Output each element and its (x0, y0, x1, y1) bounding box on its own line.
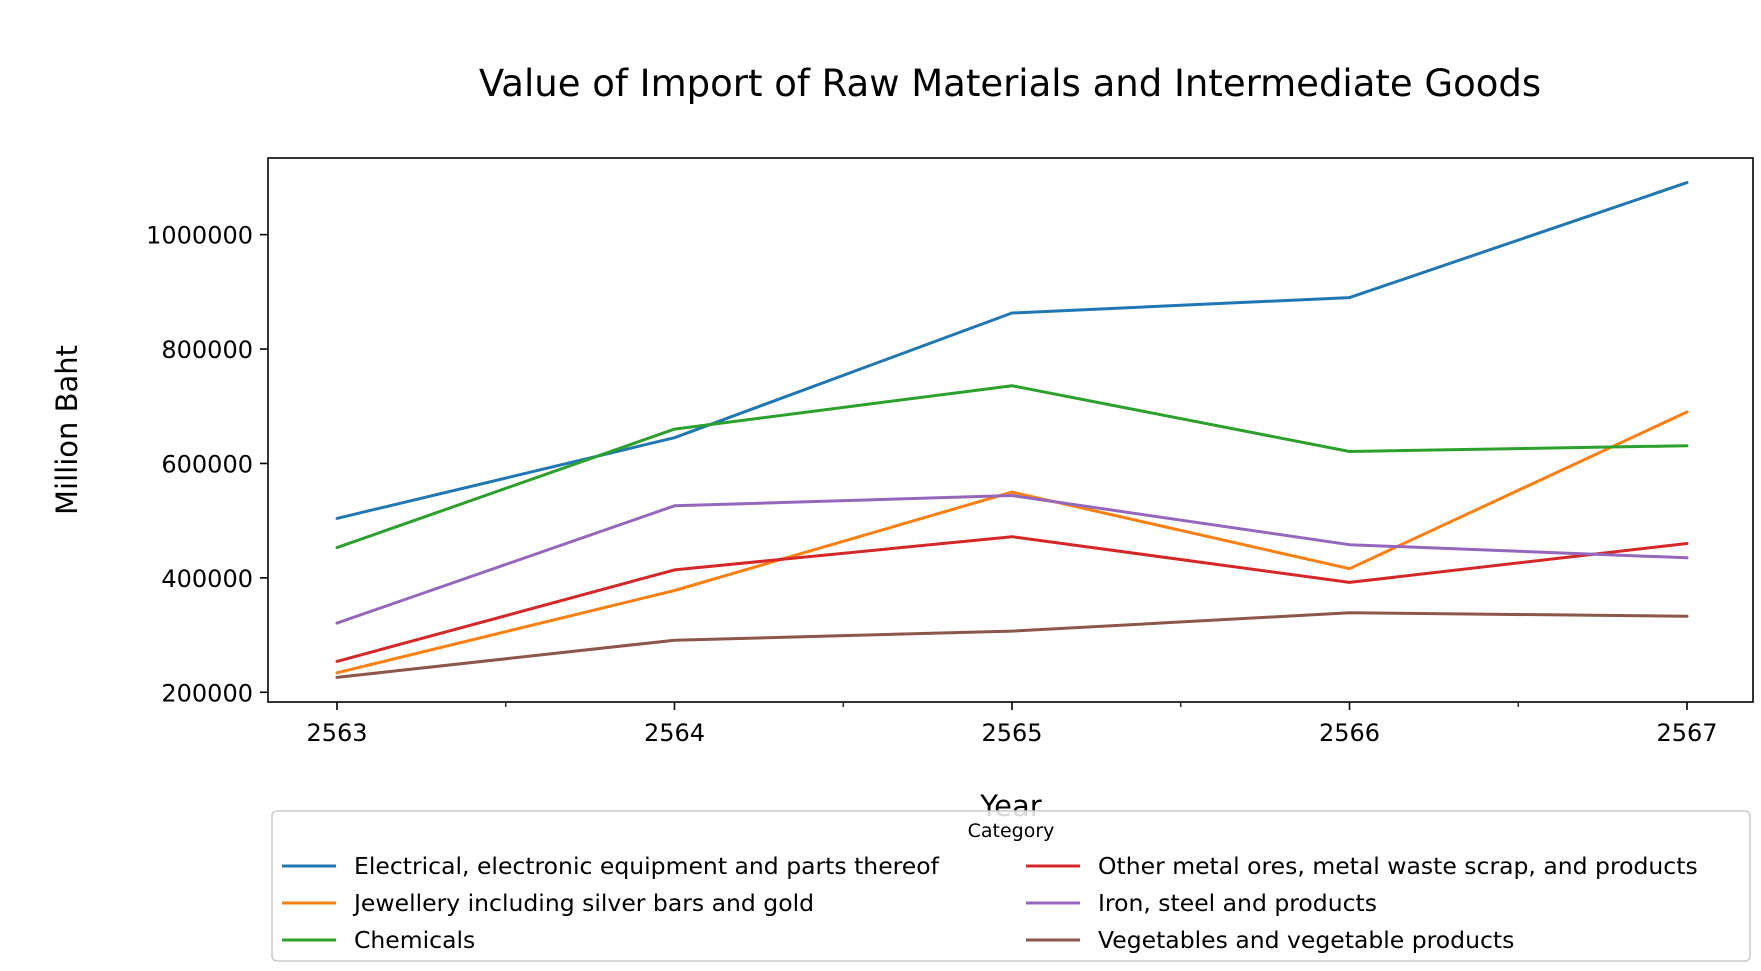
legend: Category Electrical, electronic equipmen… (271, 810, 1751, 962)
x-tick-label: 2564 (644, 719, 705, 747)
series-line (335, 384, 1689, 550)
legend-label: Chemicals (354, 926, 475, 954)
series-line (335, 535, 1689, 663)
series-line (335, 410, 1689, 675)
y-tick-label: 200000 (161, 679, 253, 707)
chart-title: Value of Import of Raw Materials and Int… (479, 62, 1541, 105)
y-axis-label: Million Baht (50, 345, 84, 515)
legend-label: Vegetables and vegetable products (1098, 926, 1514, 954)
legend-title: Category (968, 820, 1055, 842)
x-tick-label: 2565 (981, 719, 1042, 747)
legend-label: Iron, steel and products (1098, 889, 1377, 917)
legend-label: Jewellery including silver bars and gold (352, 889, 814, 917)
legend-box (271, 810, 1751, 962)
y-tick-label: 400000 (161, 565, 253, 593)
x-tick-label: 2566 (1319, 719, 1380, 747)
series-line (335, 611, 1689, 679)
legend-label: Other metal ores, metal waste scrap, and… (1098, 852, 1698, 880)
x-tick-label: 2563 (306, 719, 367, 747)
y-axis: 200000 400000 600000 800000 1000000 (146, 222, 268, 707)
legend-label: Electrical, electronic equipment and par… (354, 852, 940, 880)
y-tick-label: 600000 (161, 450, 253, 478)
plot-area (267, 157, 1754, 703)
series-line (335, 494, 1689, 625)
series-line (335, 181, 1689, 520)
y-tick-label: 1000000 (146, 222, 253, 250)
x-axis: 2563 2564 2565 2566 2567 (306, 702, 1718, 747)
series-lines (335, 181, 1689, 679)
x-tick-label: 2567 (1656, 719, 1717, 747)
y-tick-label: 800000 (161, 336, 253, 364)
